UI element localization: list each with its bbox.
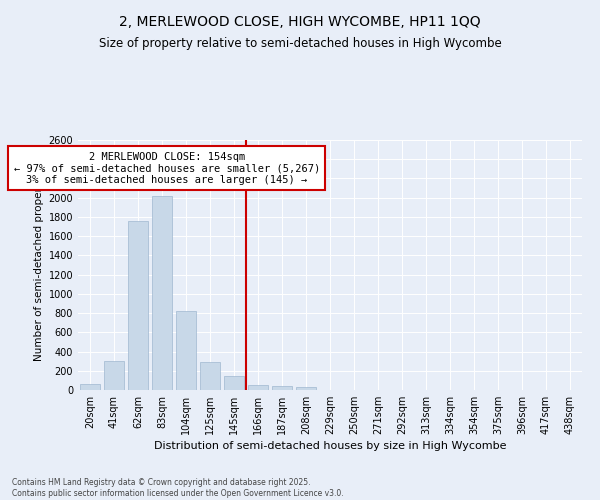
Text: Contains HM Land Registry data © Crown copyright and database right 2025.
Contai: Contains HM Land Registry data © Crown c… (12, 478, 344, 498)
Bar (104, 361, 124, 390)
Text: Size of property relative to semi-detached houses in High Wycombe: Size of property relative to semi-detach… (98, 38, 502, 51)
Bar (152, 196, 172, 390)
Bar (272, 386, 292, 390)
Bar (200, 362, 220, 390)
Bar (128, 221, 148, 390)
Bar (224, 376, 244, 390)
Y-axis label: Number of semi-detached properties: Number of semi-detached properties (34, 168, 44, 362)
Bar (80, 384, 100, 390)
Bar (296, 386, 316, 390)
Text: 2 MERLEWOOD CLOSE: 154sqm
← 97% of semi-detached houses are smaller (5,267)
3% o: 2 MERLEWOOD CLOSE: 154sqm ← 97% of semi-… (14, 152, 320, 184)
Bar (248, 385, 268, 390)
X-axis label: Distribution of semi-detached houses by size in High Wycombe: Distribution of semi-detached houses by … (154, 441, 506, 451)
Text: 2, MERLEWOOD CLOSE, HIGH WYCOMBE, HP11 1QQ: 2, MERLEWOOD CLOSE, HIGH WYCOMBE, HP11 1… (119, 15, 481, 29)
Bar (176, 311, 196, 390)
